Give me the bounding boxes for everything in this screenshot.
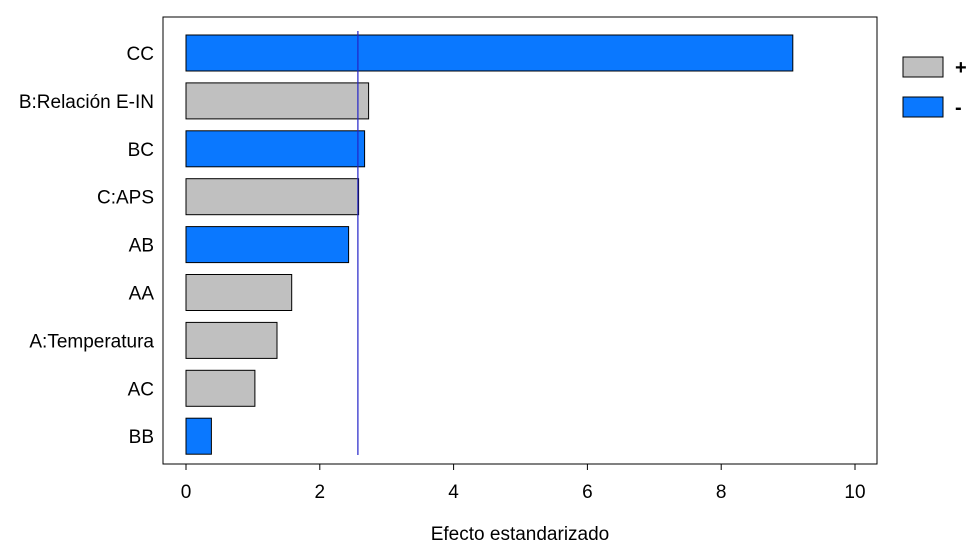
bar-c-aps [185, 178, 360, 216]
x-axis-ticks: 0 2 4 6 8 10 [181, 464, 866, 503]
category-label: A:Temperatura [29, 331, 154, 352]
bar-bc [185, 130, 366, 168]
category-label: CC [127, 44, 154, 65]
bar-aa [185, 274, 293, 311]
bar-b-relaci-n-e-in [185, 82, 370, 120]
bar-ab [185, 226, 350, 264]
x-tick-label: 8 [716, 482, 727, 503]
category-label: AC [128, 379, 154, 400]
category-label: BC [128, 140, 154, 161]
legend-swatch-plus [902, 56, 944, 78]
category-label: AA [129, 284, 155, 305]
x-tick-label: 10 [844, 482, 865, 503]
category-labels: CC B:Relación E-IN BC C:APS AB AA A:Temperatur… [19, 44, 155, 448]
legend-label-minus: - [955, 97, 962, 119]
category-label: C:APS [97, 188, 154, 209]
bars-group [185, 34, 794, 455]
legend-label-plus: + [955, 57, 967, 79]
x-tick-label: 2 [315, 482, 326, 503]
legend: +- [902, 56, 967, 119]
category-label: BB [129, 427, 154, 448]
bar-bb [185, 417, 212, 455]
plot-frame [162, 16, 878, 465]
x-tick-label: 0 [181, 482, 192, 503]
bar-ac [185, 369, 256, 407]
x-tick-label: 4 [448, 482, 459, 503]
x-tick-label: 6 [582, 482, 593, 503]
bar-a-temperatura [185, 321, 278, 359]
category-label: AB [129, 236, 154, 257]
legend-swatch-minus [902, 96, 944, 118]
bar-cc [185, 34, 794, 72]
category-label: B:Relación E-IN [19, 92, 154, 113]
x-axis-title: Efecto estandarizado [431, 524, 610, 545]
